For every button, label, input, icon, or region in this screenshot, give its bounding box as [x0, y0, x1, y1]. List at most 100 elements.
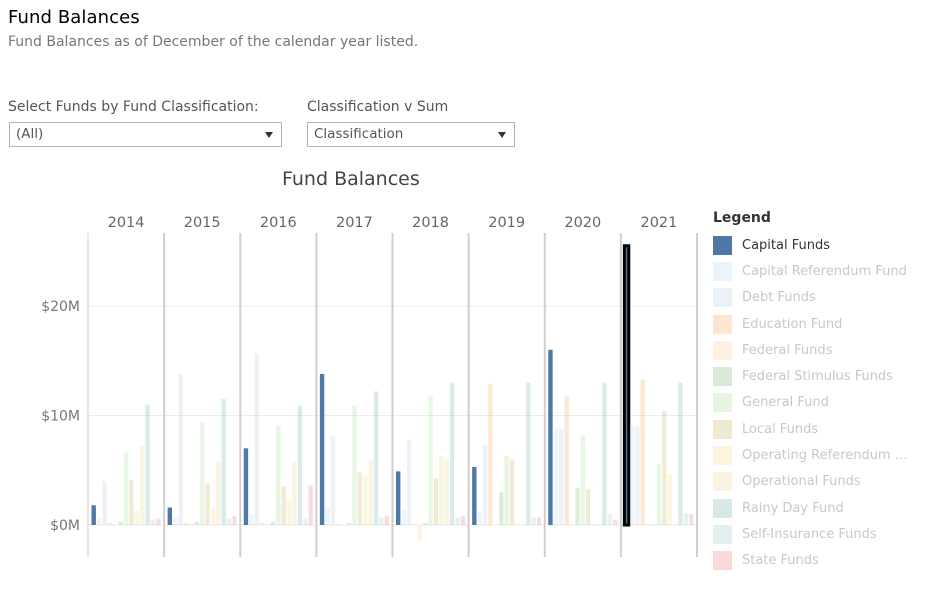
bar [656, 463, 662, 525]
bar [569, 525, 575, 526]
bar [548, 349, 553, 525]
year-label: 2014 [108, 215, 145, 231]
bar [226, 518, 232, 525]
bar [586, 488, 591, 525]
bar [118, 521, 123, 525]
legend-item[interactable]: Debt Funds [713, 285, 928, 311]
bar [591, 523, 596, 525]
legend-item[interactable]: General Fund [713, 390, 928, 416]
bar [216, 461, 221, 525]
bar [449, 382, 455, 525]
legend-item[interactable]: Operational Funds [713, 469, 928, 495]
bar [249, 514, 254, 525]
year-label: 2021 [640, 215, 677, 231]
bar [352, 405, 357, 525]
bar [199, 422, 205, 525]
legend-item[interactable]: Operating Referendum F... [713, 442, 928, 468]
y-tick-label: $20M [41, 299, 80, 315]
legend-swatch [713, 261, 732, 281]
legend-label: Self-Insurance Funds [742, 526, 877, 542]
bar [363, 475, 368, 525]
legend-item[interactable]: Rainy Day Fund [713, 495, 928, 521]
bar [210, 507, 216, 525]
legend-label: Operational Funds [742, 474, 861, 490]
legend-items: Capital Funds Capital Referendum Fund Debt… [713, 232, 928, 574]
bar [667, 474, 672, 525]
bar [357, 472, 363, 525]
legend-item[interactable]: Federal Funds [713, 337, 928, 363]
bar [297, 405, 303, 525]
chart-title: Fund Balances [282, 168, 420, 190]
bar [325, 507, 330, 525]
bar [259, 522, 265, 525]
bar [488, 383, 493, 525]
bar [292, 461, 297, 525]
bar [422, 522, 428, 525]
fund-classification-dropdown[interactable]: (All) [9, 122, 282, 147]
legend-item[interactable]: Education Fund [713, 311, 928, 337]
bar [499, 492, 504, 525]
y-tick-label: $10M [41, 409, 80, 425]
bar [107, 522, 113, 525]
legend-swatch [713, 498, 732, 518]
year-label: 2018 [412, 215, 449, 231]
bar [145, 404, 150, 525]
legend-label: State Funds [742, 553, 819, 569]
chevron-down-icon [265, 132, 273, 138]
bar [472, 466, 477, 525]
bar [444, 459, 449, 525]
bar [689, 514, 694, 525]
bar [346, 522, 352, 525]
bar [662, 411, 667, 525]
legend-item[interactable]: Capital Funds [713, 232, 928, 258]
legend-item[interactable]: State Funds [713, 548, 928, 574]
bar [596, 525, 602, 526]
legend-swatch [713, 393, 732, 413]
bar [433, 477, 439, 525]
legend-item[interactable]: Federal Stimulus Funds [713, 363, 928, 389]
legend-label: Debt Funds [742, 290, 816, 306]
bar [439, 456, 444, 525]
bar [651, 525, 656, 526]
bar [384, 516, 389, 525]
bar [368, 460, 373, 525]
legend-swatch [713, 472, 732, 492]
bar [531, 517, 536, 525]
bar [134, 509, 140, 525]
bar [178, 373, 183, 525]
bar [330, 436, 336, 525]
legend-item[interactable]: Local Funds [713, 416, 928, 442]
bar [286, 499, 292, 525]
bar [341, 525, 346, 526]
legend-label: Federal Funds [742, 342, 833, 358]
bar [553, 428, 559, 525]
bar [319, 373, 325, 525]
bar [672, 525, 678, 526]
bar [156, 518, 161, 525]
page-subtitle: Fund Balances as of December of the cale… [8, 34, 419, 50]
legend-item[interactable]: Self-Insurance Funds [713, 521, 928, 547]
bar [406, 439, 412, 525]
legend-swatch [713, 288, 732, 308]
chevron-down-icon [498, 132, 506, 138]
bar [536, 517, 542, 525]
bar [612, 519, 618, 525]
bar [607, 514, 612, 525]
page-title: Fund Balances [8, 7, 140, 28]
legend-item[interactable]: Capital Referendum Fund [713, 258, 928, 284]
bar [303, 518, 308, 525]
classification-sum-dropdown[interactable]: Classification [307, 122, 515, 147]
legend-label: Federal Stimulus Funds [742, 369, 893, 385]
legend-swatch [713, 235, 732, 255]
bar [96, 518, 102, 525]
bar [504, 456, 509, 525]
bar [167, 507, 173, 525]
year-label: 2020 [564, 215, 601, 231]
legend-label: Education Fund [742, 316, 843, 332]
legend-swatch [713, 446, 732, 466]
bar [645, 523, 651, 525]
bar [183, 522, 189, 525]
bar [482, 445, 488, 525]
bar [493, 525, 499, 526]
